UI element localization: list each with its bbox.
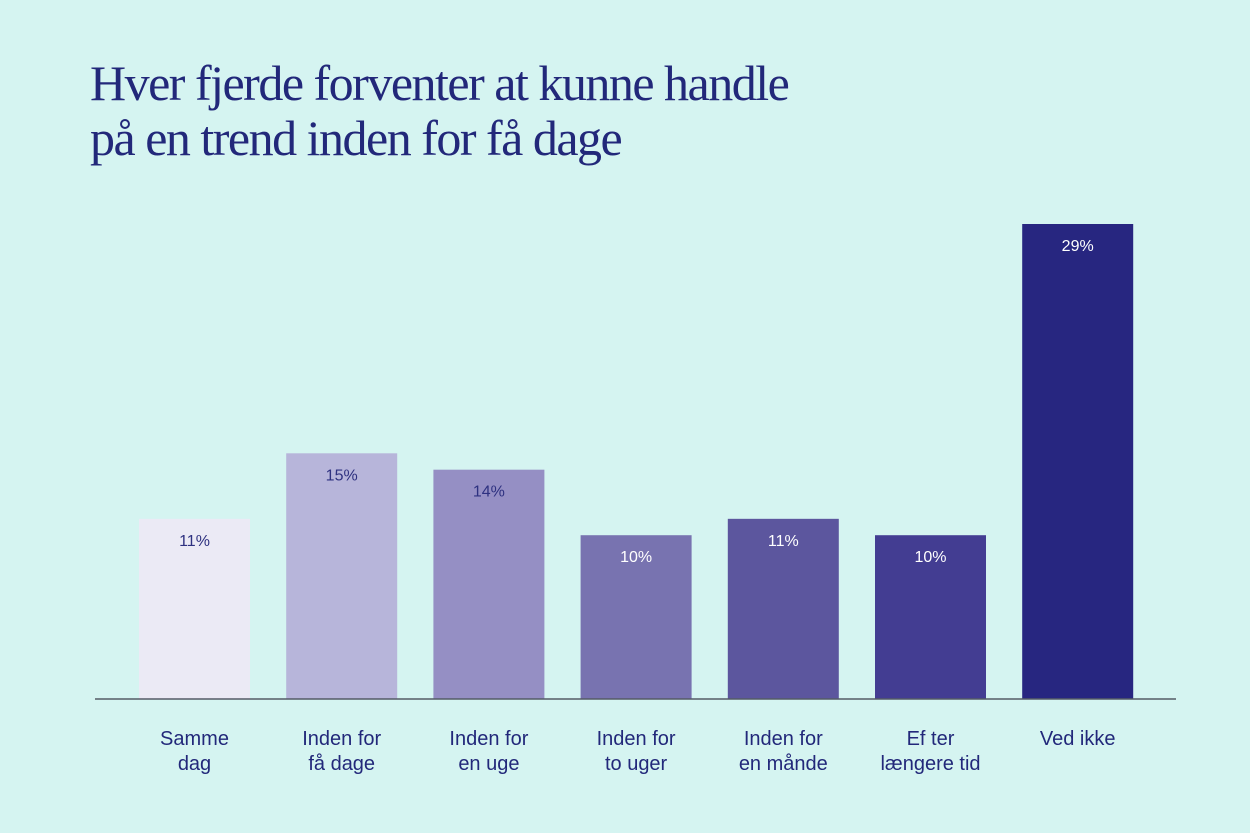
category-label-3: Inden for to uger (597, 728, 676, 775)
category-label-line: få dage (308, 753, 375, 775)
bar-1 (286, 453, 398, 699)
bars-group: 11% 15% 14% 10% 11% 10% 29% (139, 224, 1134, 699)
bar-5 (875, 535, 986, 699)
category-label-line: dag (178, 753, 211, 775)
data-label-3: 10% (620, 549, 652, 566)
category-label-line: Inden for (597, 728, 676, 750)
chart-title: Hver fjerde forventer at kunne handle på… (90, 56, 990, 166)
category-label-2: Inden for en uge (449, 728, 528, 775)
bar-6 (1022, 224, 1134, 699)
category-label-line: Inden for (302, 728, 381, 750)
category-label-line: Ved ikke (1040, 728, 1116, 750)
category-label-line: længere tid (880, 753, 980, 775)
category-label-5: Ef ter længere tid (880, 728, 980, 775)
category-label-line: Samme (160, 728, 229, 750)
data-label-2: 14% (473, 484, 505, 501)
category-label-line: to uger (605, 753, 668, 775)
title-line-2: på en trend inden for få dage (90, 110, 623, 166)
bar-2 (433, 469, 545, 699)
category-label-line: en uge (458, 753, 519, 775)
bar-3 (580, 535, 692, 699)
category-label-line: Ef ter (907, 728, 955, 750)
category-label-6: Ved ikke (1040, 728, 1116, 750)
data-label-6: 29% (1062, 238, 1094, 255)
category-label-line: en månde (739, 753, 828, 775)
bar-4 (727, 518, 839, 699)
category-label-1: Inden for få dage (302, 728, 381, 775)
category-label-line: Inden for (744, 728, 823, 750)
category-label-0: Samme dag (160, 728, 229, 775)
data-label-4: 11% (768, 533, 799, 550)
data-label-0: 11% (179, 533, 210, 550)
category-label-4: Inden for en månde (739, 728, 828, 775)
title-line-1: Hver fjerde forventer at kunne handle (90, 55, 790, 111)
data-label-5: 10% (914, 549, 946, 566)
category-label-line: Inden for (449, 728, 528, 750)
bar-0 (139, 518, 250, 699)
data-label-1: 15% (326, 467, 358, 484)
